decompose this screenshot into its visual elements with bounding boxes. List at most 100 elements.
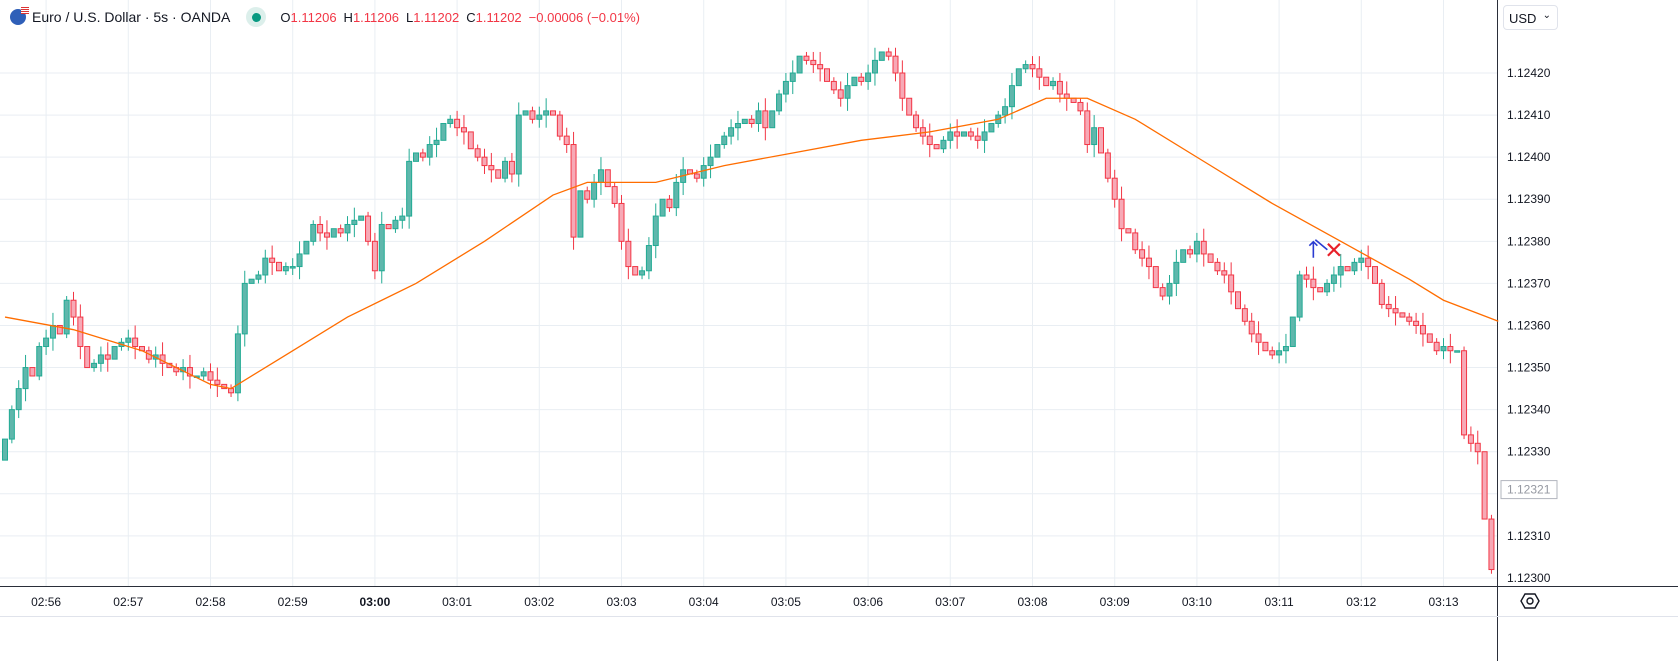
candle bbox=[885, 47, 892, 61]
candle-body bbox=[310, 223, 317, 242]
candle-body bbox=[871, 59, 878, 74]
candle-body bbox=[913, 114, 920, 129]
candle bbox=[159, 342, 166, 376]
candle bbox=[1282, 333, 1289, 364]
candle bbox=[508, 152, 515, 183]
candle-body bbox=[570, 144, 577, 238]
candle bbox=[618, 195, 625, 250]
candle-body bbox=[1385, 303, 1392, 310]
candle-body bbox=[1077, 101, 1084, 112]
time-axis-label: 02:56 bbox=[31, 595, 61, 609]
candle-body bbox=[700, 165, 707, 179]
time-axis-label: 03:06 bbox=[853, 595, 883, 609]
candle bbox=[1248, 312, 1255, 343]
candle bbox=[1166, 274, 1173, 305]
currency-selector[interactable]: USD ⌄ bbox=[1503, 5, 1558, 30]
candle bbox=[1419, 312, 1426, 347]
candle-body bbox=[1344, 266, 1351, 272]
time-axis-label: 02:59 bbox=[278, 595, 308, 609]
symbol-title[interactable]: Euro / U.S. Dollar · 5s · OANDA bbox=[32, 9, 231, 25]
candle bbox=[365, 211, 372, 246]
candle-body bbox=[1310, 278, 1317, 289]
candle-body bbox=[1235, 291, 1241, 310]
candle bbox=[440, 122, 447, 141]
candle bbox=[1426, 333, 1433, 343]
candle-body bbox=[1008, 85, 1015, 108]
candle-body bbox=[878, 51, 885, 61]
time-axis-label: 02:57 bbox=[113, 595, 143, 609]
candle bbox=[926, 123, 933, 158]
time-axis-label: 03:04 bbox=[689, 595, 719, 609]
candle bbox=[330, 228, 337, 238]
candle-body bbox=[1282, 346, 1289, 352]
candle-body bbox=[1002, 106, 1009, 116]
candle-body bbox=[652, 215, 659, 247]
candle bbox=[563, 127, 570, 153]
candle bbox=[769, 110, 776, 129]
candle-body bbox=[1193, 240, 1200, 255]
candle-body bbox=[495, 169, 502, 179]
candle bbox=[111, 346, 118, 360]
candle bbox=[1221, 262, 1228, 284]
candle bbox=[940, 136, 947, 153]
candle bbox=[1467, 426, 1474, 452]
ohlc-close: C1.11202 bbox=[466, 9, 522, 25]
candle-body bbox=[1015, 68, 1022, 87]
candle-body bbox=[721, 135, 728, 146]
candle bbox=[1269, 346, 1276, 360]
candle bbox=[234, 325, 241, 402]
candle bbox=[1413, 312, 1420, 334]
candle bbox=[303, 240, 310, 255]
candle bbox=[2, 438, 8, 461]
candle bbox=[1378, 279, 1385, 309]
candle-body bbox=[611, 186, 618, 204]
candle-body bbox=[810, 59, 817, 66]
candle-body bbox=[84, 346, 91, 369]
eur-usd-flag-icon bbox=[10, 7, 29, 25]
candle-body bbox=[1399, 312, 1406, 318]
candle bbox=[1056, 73, 1063, 103]
candle-body bbox=[837, 89, 844, 99]
candle-body bbox=[22, 367, 29, 390]
time-axis-label: 03:12 bbox=[1346, 595, 1376, 609]
time-axis-label: 03:02 bbox=[524, 595, 554, 609]
candle-body bbox=[755, 110, 762, 124]
candle-body bbox=[940, 139, 947, 150]
candle bbox=[659, 198, 666, 217]
candle bbox=[714, 144, 721, 158]
candle-body bbox=[1303, 274, 1310, 280]
candle-body bbox=[584, 190, 591, 200]
candle bbox=[104, 342, 111, 372]
candle bbox=[1015, 68, 1022, 87]
candle-body bbox=[577, 190, 584, 238]
time-axis-label: 03:08 bbox=[1017, 595, 1047, 609]
candle-body bbox=[988, 122, 995, 133]
candle-body bbox=[933, 144, 940, 150]
candle bbox=[392, 216, 399, 233]
candle-body bbox=[70, 299, 77, 318]
candle-body bbox=[303, 240, 310, 255]
candle-body bbox=[789, 72, 796, 82]
moving-average-line bbox=[4, 97, 1499, 390]
candle-body bbox=[625, 240, 632, 268]
candle bbox=[1324, 279, 1331, 297]
candle bbox=[536, 106, 543, 128]
candle bbox=[1440, 338, 1447, 360]
market-status-icon[interactable] bbox=[246, 7, 267, 27]
candle bbox=[358, 215, 365, 221]
candle bbox=[748, 115, 755, 128]
settings-icon[interactable] bbox=[1520, 591, 1540, 611]
candle bbox=[276, 261, 282, 272]
candle bbox=[70, 291, 77, 326]
ohlc-high: H1.11206 bbox=[343, 9, 399, 25]
candle-body bbox=[1317, 287, 1324, 293]
candle-body bbox=[385, 223, 392, 230]
candle-body bbox=[782, 80, 789, 95]
candle bbox=[728, 119, 735, 145]
ohlc-open: O1.11206 bbox=[280, 9, 337, 25]
candle-body bbox=[1104, 152, 1111, 179]
candle-body bbox=[1166, 282, 1173, 297]
ohlc-low: L1.11202 bbox=[405, 9, 460, 25]
candle-body bbox=[529, 110, 536, 120]
